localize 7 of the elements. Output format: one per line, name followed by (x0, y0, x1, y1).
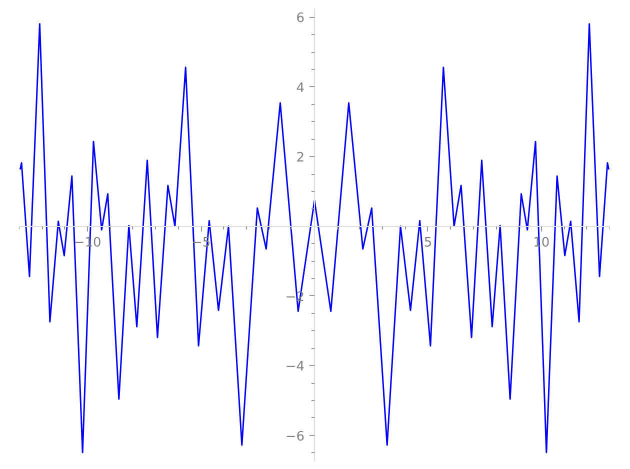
y-tick-label: −6 (285, 429, 305, 444)
y-tick-label: 4 (296, 80, 305, 96)
y-tick-label: 6 (296, 11, 305, 26)
line-series (20, 23, 610, 454)
y-tick-label: −4 (285, 360, 305, 375)
y-tick-label: 2 (296, 150, 305, 166)
x-tick-label: 5 (424, 235, 432, 250)
